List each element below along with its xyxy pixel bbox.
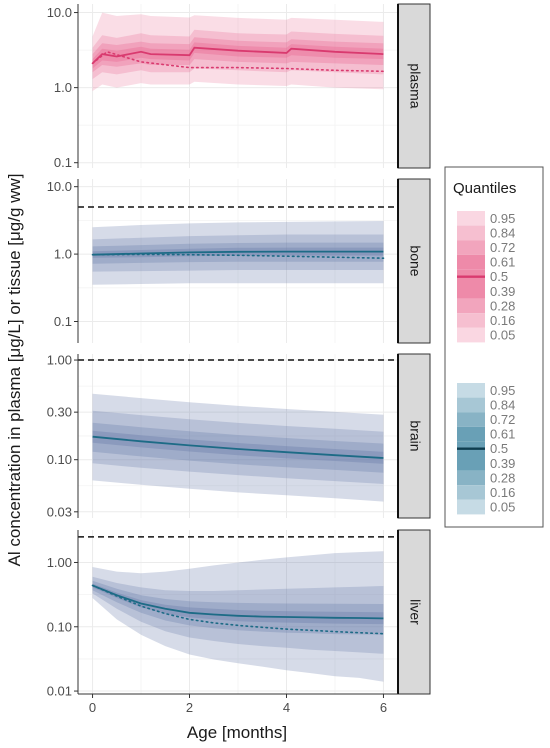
legend-label: 0.84 (490, 225, 515, 240)
x-axis-title: Age [months] (187, 723, 287, 742)
facet-label: brain (407, 420, 423, 451)
legend-key-blue (457, 383, 485, 398)
dotted-line (91, 584, 385, 635)
legend-key-blue (457, 426, 485, 442)
y-tick-label: 0.10 (47, 619, 72, 634)
legend-label: 0.39 (490, 456, 515, 471)
legend-key-blue (457, 485, 485, 500)
quantile-band-0.16-0.84 (92, 410, 384, 484)
quantile-band-0.16-0.84 (92, 29, 384, 80)
legend-label: 0.5 (490, 441, 508, 456)
x-tick-label: 0 (89, 700, 96, 715)
legend-title: Quantiles (453, 180, 516, 197)
y-tick-label: 0.1 (54, 155, 72, 170)
legend-label: 0.16 (490, 313, 515, 328)
legend-label: 0.05 (490, 500, 515, 515)
quantile-legend: Quantiles 0.950.840.720.610.50.390.280.1… (444, 166, 544, 528)
legend-label: 0.28 (490, 470, 515, 485)
quantile-band-0.05-0.95 (92, 12, 384, 92)
y-tick-label: 1.00 (47, 353, 72, 368)
quantile-band-0.39-0.61 (92, 42, 384, 69)
legend-key-pink (457, 327, 485, 343)
y-tick-label: 10.0 (47, 5, 72, 20)
legend-key-blue (457, 470, 485, 486)
x-tick-label: 2 (186, 700, 193, 715)
y-tick-label: 1.0 (54, 247, 72, 262)
y-tick-label: 0.03 (47, 504, 72, 519)
legend-key-pink (457, 298, 485, 314)
quantile-band-0.39-0.61 (92, 430, 384, 464)
facet-panels: 0.11.010.0plasma0.11.010.0bone0.030.100.… (47, 3, 431, 715)
median-line (92, 435, 384, 459)
legend-label: 0.61 (490, 255, 515, 270)
x-tick-label: 4 (283, 700, 290, 715)
legend-label: 0.95 (490, 211, 515, 226)
quantile-band-0.28-0.72 (92, 242, 384, 264)
facet-label: liver (407, 599, 423, 625)
legend-key-pink (457, 313, 485, 328)
legend-label: 0.05 (490, 328, 515, 343)
legend-label: 0.28 (490, 298, 515, 313)
y-tick-label: 1.00 (47, 555, 72, 570)
dotted-line (91, 253, 385, 259)
legend-key-pink (457, 254, 485, 270)
y-axis-title: Al concentration in plasma [μg/L] or tis… (5, 174, 24, 567)
legend-label: 0.39 (490, 284, 515, 299)
panel-bone: 0.1 1.0 10.0 bone (47, 178, 431, 344)
panel-liver: 0.01 0.10 1.00 liver 0 2 4 6 (47, 529, 431, 715)
median-line (92, 584, 384, 620)
quantile-band-0.39-0.61 (92, 583, 384, 625)
legend-key-blue (457, 456, 485, 471)
quantile-band-0.16-0.84 (92, 234, 384, 272)
legend-key-blue (457, 397, 485, 413)
facet-strip (397, 178, 431, 344)
legend-key-pink (457, 211, 485, 226)
quantile-band-0.28-0.72 (92, 580, 384, 635)
facet-strip (397, 353, 431, 519)
y-tick-label: 0.1 (54, 314, 72, 329)
legend-key-pink (457, 225, 485, 241)
x-tick-label: 6 (380, 700, 387, 715)
legend-key-blue (457, 499, 485, 515)
legend-label: 0.61 (490, 427, 515, 442)
legend-key-pink (457, 240, 485, 255)
facet-label: bone (407, 245, 423, 276)
legend-label: 0.84 (490, 397, 515, 412)
legend-label: 0.72 (490, 240, 515, 255)
legend-label: 0.95 (490, 383, 515, 398)
median-line (91, 46, 384, 65)
panel-plasma: 0.1 1.0 10.0 plasma (47, 3, 431, 170)
quantile-band-0.05-0.95 (92, 221, 384, 285)
y-tick-label: 10.0 (47, 179, 72, 194)
facet-strip (397, 3, 431, 169)
dotted-line (91, 50, 385, 73)
y-tick-label: 0.01 (47, 684, 72, 699)
facet-label: plasma (407, 63, 423, 108)
quantile-band-0.28-0.72 (92, 37, 384, 73)
legend-key-pink (457, 284, 485, 299)
legend-label: 0.16 (490, 485, 515, 500)
y-tick-label: 1.0 (54, 80, 72, 95)
median-line (92, 250, 384, 256)
y-tick-label: 0.30 (47, 405, 72, 420)
quantile-band-0.28-0.72 (92, 422, 384, 473)
legend-label: 0.72 (490, 412, 515, 427)
y-tick-label: 0.10 (47, 452, 72, 467)
quantile-band-0.05-0.95 (92, 393, 384, 502)
legend-label: 0.5 (490, 269, 508, 284)
legend-key-blue (457, 412, 485, 427)
panel-brain: 0.03 0.10 0.30 1.00 brain (47, 353, 431, 519)
